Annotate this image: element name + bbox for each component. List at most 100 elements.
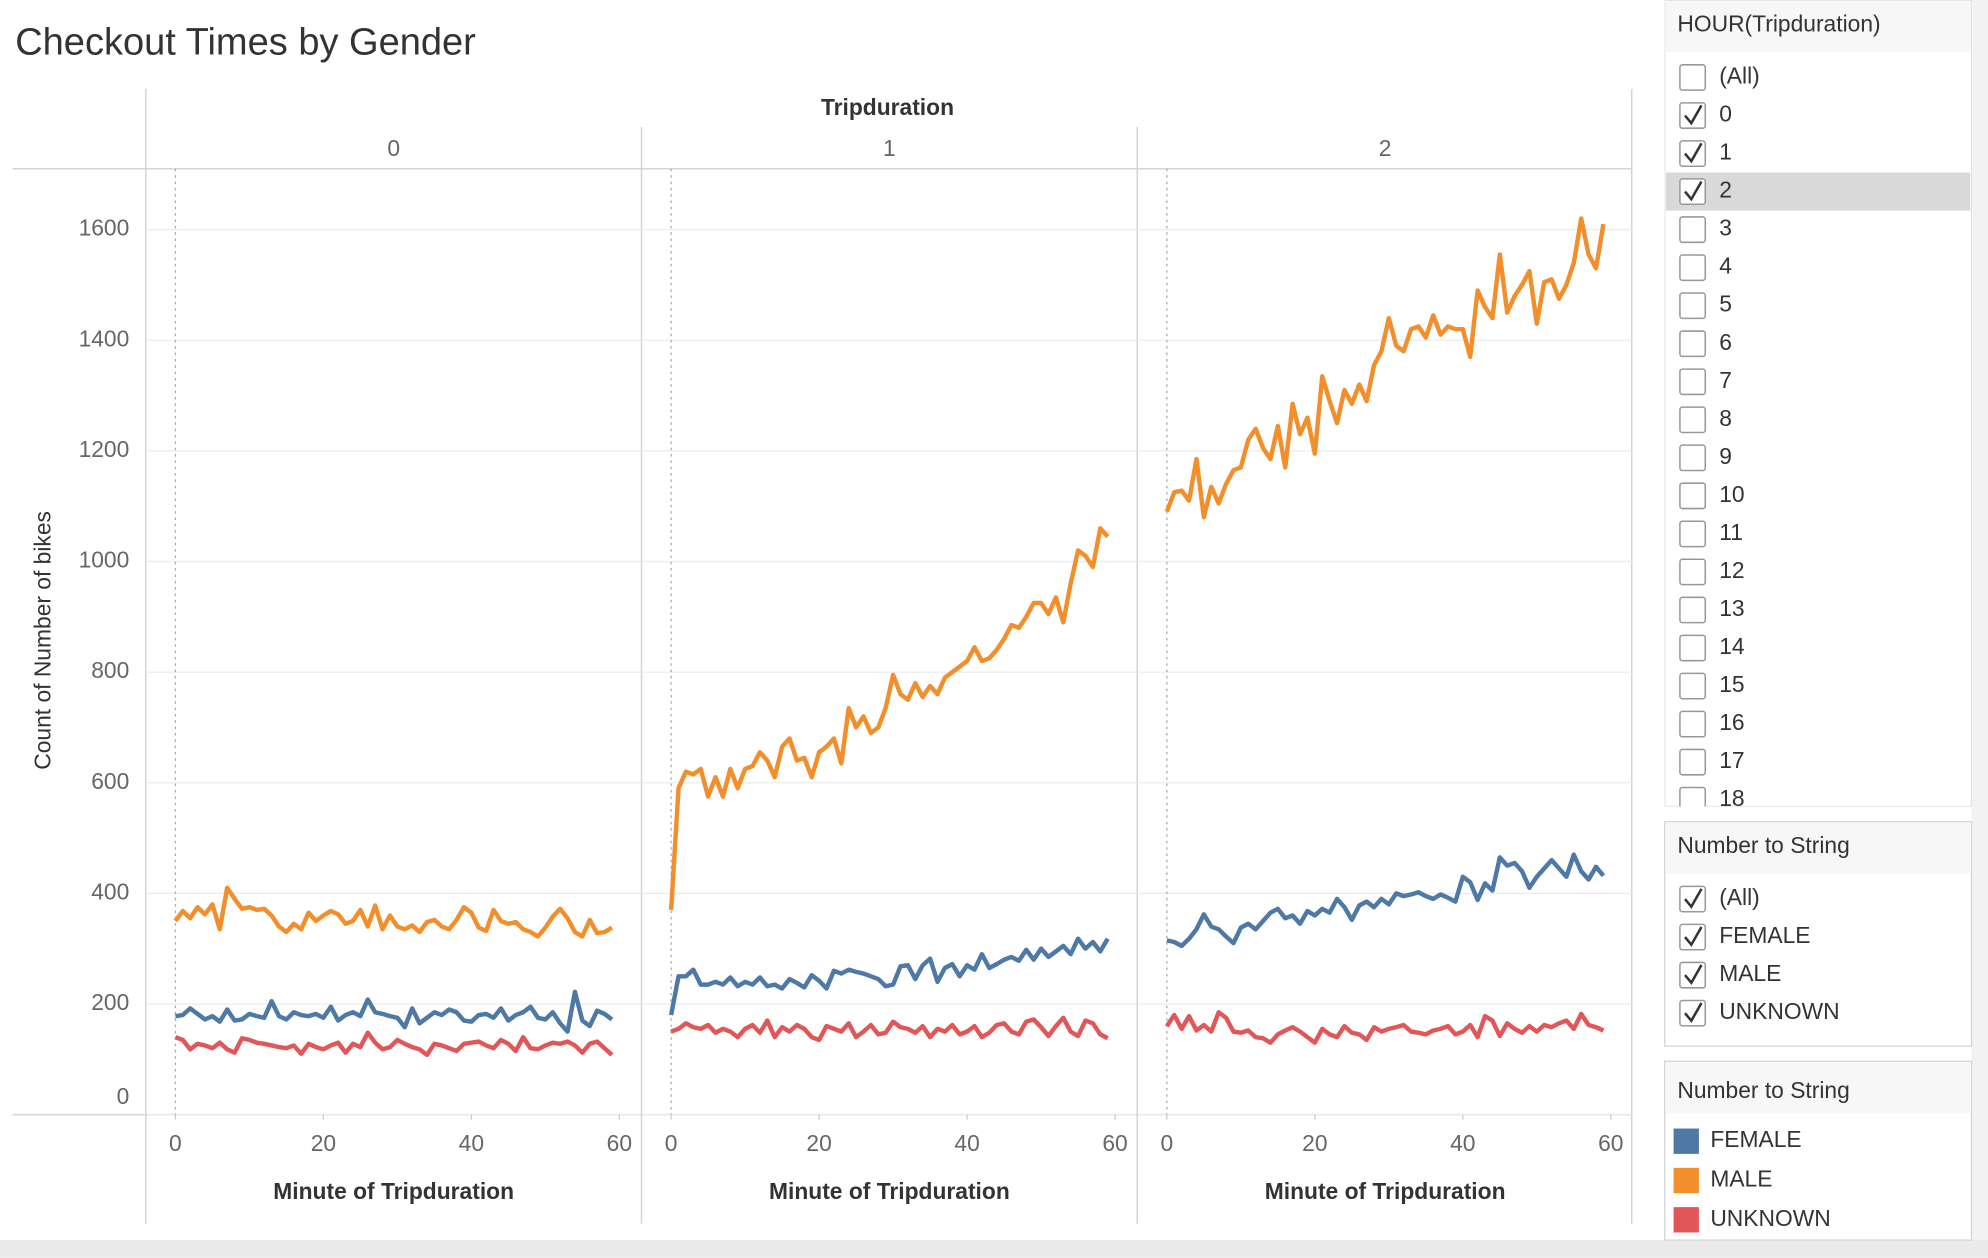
filter-item[interactable]: 3 [1679, 215, 1732, 244]
filter-item[interactable]: 14 [1679, 633, 1745, 662]
checkbox [1679, 216, 1707, 244]
checkbox [1679, 520, 1707, 548]
filter-item[interactable]: (All) [1679, 884, 1760, 913]
filter-item-label: 15 [1719, 671, 1744, 697]
checkbox [1679, 748, 1707, 776]
filter-item-label: 0 [1719, 101, 1732, 127]
legend-label: UNKNOWN [1710, 1205, 1830, 1231]
checkbox [1679, 786, 1707, 807]
y-tick-label: 1600 [79, 215, 130, 241]
legend-card: Number to String FEMALE MALE UNKNOWN [1664, 1060, 1973, 1241]
filter-item[interactable]: 13 [1679, 595, 1745, 624]
checkbox [1679, 558, 1707, 586]
y-tick-label: 600 [91, 768, 129, 794]
facet-label: 2 [1379, 135, 1392, 161]
filter-item[interactable]: 7 [1679, 367, 1732, 396]
filter-item-label: (All) [1719, 884, 1760, 910]
filter-item[interactable]: FEMALE [1679, 922, 1811, 951]
filter-item-label: 16 [1719, 709, 1744, 735]
filter-item[interactable]: 0 [1679, 101, 1732, 129]
filter-item[interactable]: 2 [1665, 172, 1971, 211]
series-line [173, 885, 614, 939]
x-tick-label: 20 [311, 1130, 336, 1156]
x-axis-label: Minute of Tripduration [769, 1178, 1010, 1204]
filter-title: HOUR(Tripduration) [1677, 11, 1880, 37]
checkbox [1679, 634, 1707, 662]
legend-label: MALE [1710, 1166, 1772, 1192]
filter-item[interactable]: 17 [1679, 747, 1745, 776]
checkbox [1679, 596, 1707, 624]
legend-title: Number to String [1677, 1077, 1849, 1103]
x-tick-label: 40 [954, 1130, 979, 1156]
x-tick-label: 60 [607, 1130, 632, 1156]
filter-card: Number to String (All) FEMALE MALE UNKNOWN [1664, 821, 1973, 1047]
y-tick-label: 800 [91, 657, 129, 683]
x-tick-label: 20 [1302, 1130, 1327, 1156]
y-tick-label: 1000 [79, 547, 130, 573]
card-header [1665, 1, 1971, 53]
card-header [1665, 1062, 1971, 1114]
filter-item-label: 11 [1719, 519, 1743, 545]
x-tick-label: 60 [1598, 1130, 1623, 1156]
check-mark [1684, 104, 1703, 126]
y-tick-label: 400 [91, 878, 129, 904]
filter-item[interactable]: 8 [1679, 405, 1732, 434]
series-line [668, 526, 1110, 911]
filter-item[interactable]: 1 [1679, 139, 1732, 167]
filter-item-label: 17 [1719, 747, 1744, 773]
filter-item-label: 6 [1719, 329, 1732, 355]
x-tick-label: 0 [1161, 1130, 1174, 1156]
filter-item[interactable]: (All) [1679, 63, 1760, 91]
y-tick-label: 1200 [79, 436, 130, 462]
checkbox [1679, 330, 1707, 358]
checkbox [1679, 672, 1707, 700]
filter-item-label: 9 [1719, 443, 1732, 469]
filter-item[interactable]: 9 [1679, 443, 1732, 472]
x-tick-label: 0 [169, 1130, 182, 1156]
check-mark [1684, 926, 1703, 947]
y-tick-label: 0 [117, 1083, 130, 1109]
x-tick-label: 40 [459, 1130, 484, 1156]
check-mark [1684, 888, 1703, 909]
x-tick-label: 0 [665, 1130, 678, 1156]
x-axis-label: Minute of Tripduration [1265, 1178, 1506, 1204]
filter-item[interactable]: 18 [1679, 785, 1745, 813]
series-line [670, 1015, 1109, 1043]
facet-label: 1 [883, 135, 896, 161]
check-mark [1684, 142, 1703, 164]
filter-item[interactable]: 15 [1679, 671, 1745, 700]
x-tick-label: 40 [1450, 1130, 1475, 1156]
check-mark [1684, 1002, 1703, 1023]
filter-item[interactable]: 10 [1679, 481, 1745, 510]
filter-item[interactable]: UNKNOWN [1679, 998, 1840, 1027]
filter-item-label: 10 [1719, 481, 1744, 507]
check-mark [1684, 180, 1703, 202]
filter-item-label: 3 [1719, 215, 1732, 241]
checkbox [1679, 292, 1707, 320]
filter-item[interactable]: 12 [1679, 557, 1745, 586]
filter-item-label: MALE [1719, 960, 1781, 986]
filter-item[interactable]: 6 [1679, 329, 1732, 358]
legend-swatch [1673, 1207, 1699, 1233]
series-line [1164, 216, 1606, 520]
checkbox [1679, 64, 1707, 91]
checkbox [1679, 482, 1707, 510]
checkbox [1679, 254, 1707, 282]
filter-item[interactable]: 16 [1679, 709, 1745, 738]
filter-item[interactable]: 5 [1679, 291, 1732, 320]
filter-item[interactable]: MALE [1679, 960, 1781, 989]
filter-item-label: 1 [1719, 139, 1732, 165]
status-bar [0, 1240, 1988, 1258]
filter-item-label: 5 [1719, 291, 1732, 317]
chart-title: Checkout Times by Gender [15, 22, 476, 64]
legend-swatch [1673, 1128, 1699, 1154]
filter-item[interactable]: 11 [1679, 519, 1743, 548]
checkbox [1679, 368, 1707, 396]
filter-item[interactable]: 4 [1679, 253, 1732, 282]
checkbox [1679, 406, 1707, 434]
series-line [1165, 1010, 1605, 1045]
x-tick-label: 20 [806, 1130, 831, 1156]
